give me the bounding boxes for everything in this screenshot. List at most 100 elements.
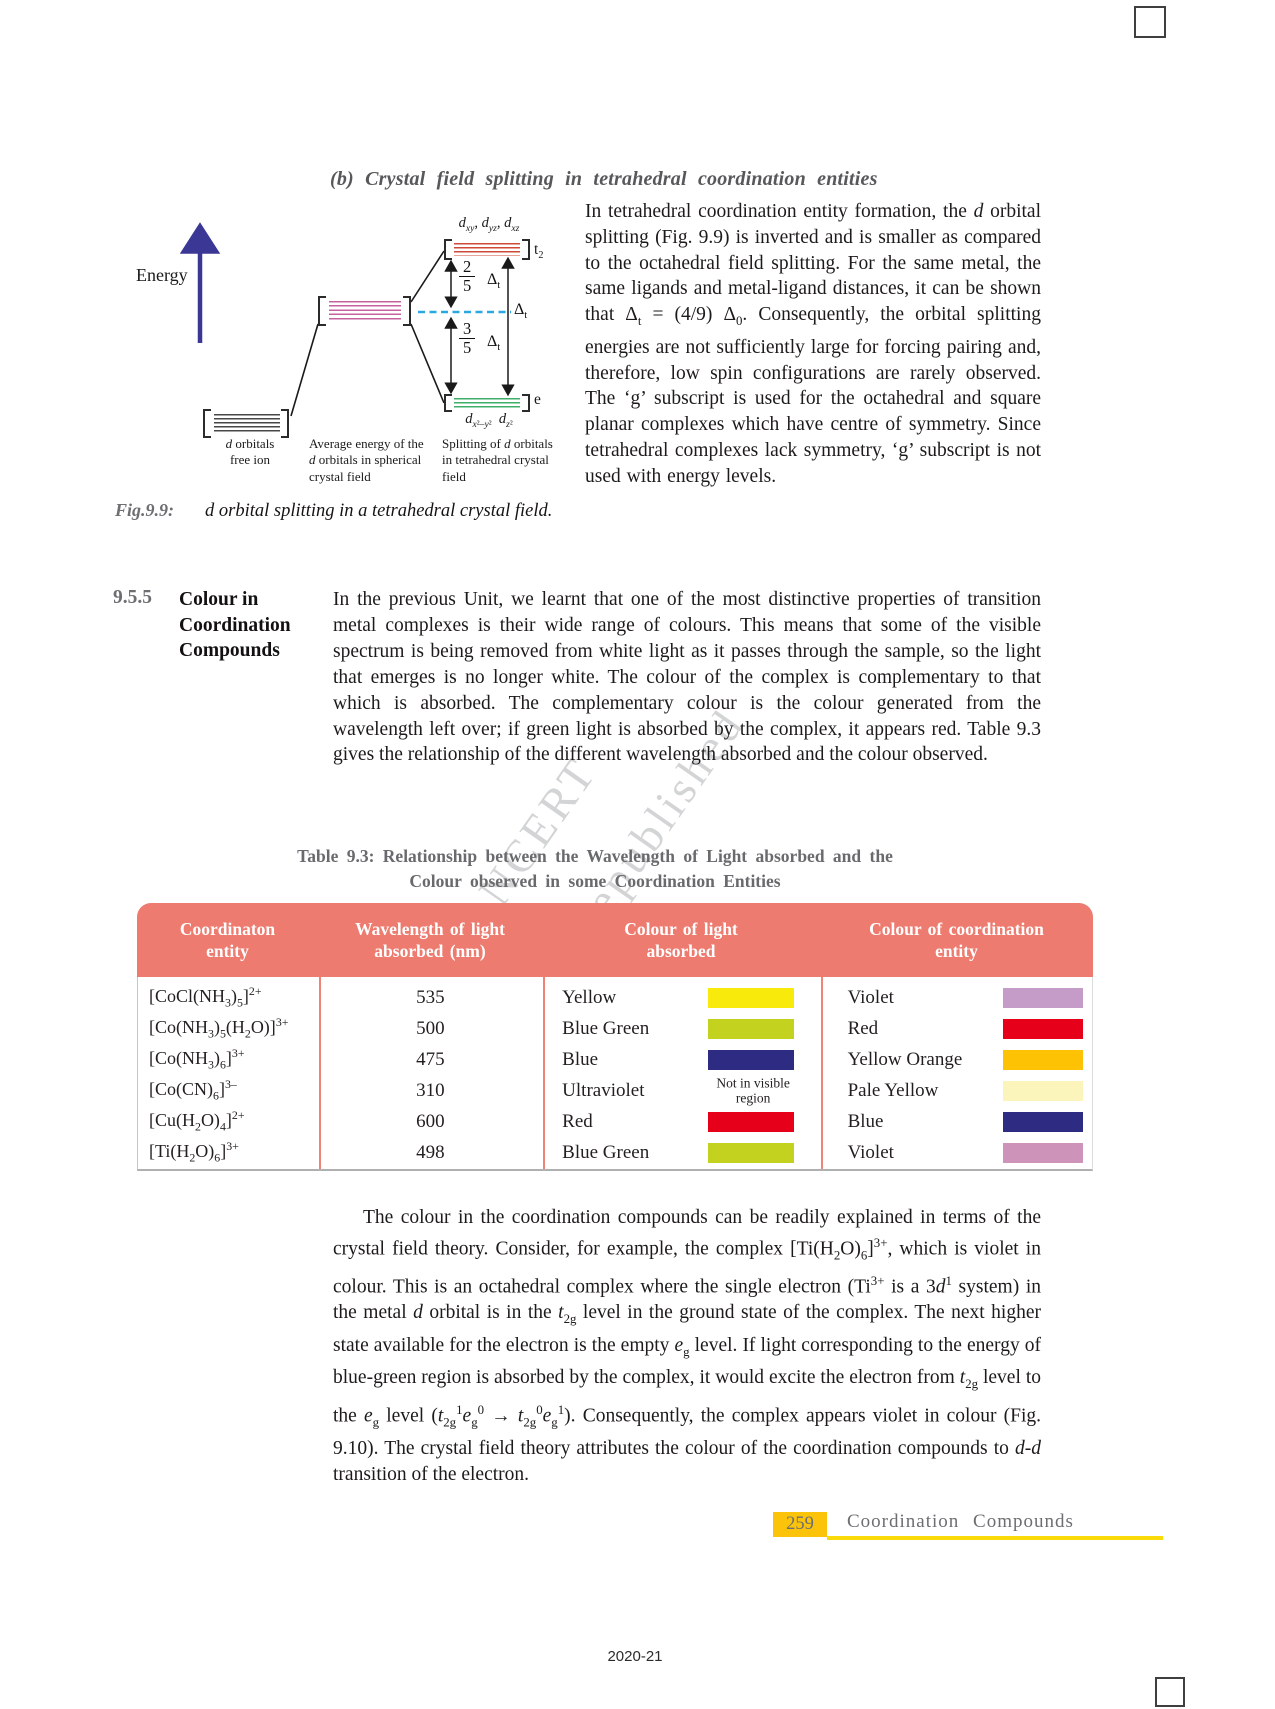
- entity-formula: [Ti(H2O)6]3+: [149, 1139, 239, 1165]
- crystal-field-colour-paragraph: The colour in the coordination compounds…: [333, 1207, 1042, 1485]
- free-ion-level: [214, 414, 280, 434]
- observed-colour-label: Blue: [847, 1110, 884, 1132]
- delta-t-label: Δt: [487, 271, 501, 292]
- free-ion-caption: d orbitals free ion: [225, 436, 275, 468]
- absorbed-colour-label: Yellow: [562, 986, 617, 1008]
- observed-colour-label: Yellow Orange: [847, 1048, 963, 1070]
- t2-level-tag: t2: [534, 241, 544, 262]
- bracket-icon: [444, 239, 452, 260]
- bracket-icon: [203, 409, 211, 438]
- bracket-icon: [522, 239, 530, 260]
- entity-formula: [Co(NH3)5(H2O)]3+: [149, 1015, 289, 1041]
- not-visible-note: Not in visible region: [716, 1075, 790, 1106]
- observed-colour-swatch: [1002, 1111, 1083, 1132]
- bracket-icon: [281, 409, 289, 438]
- observed-colour-swatch: [1002, 1142, 1083, 1163]
- figure-caption: Fig.9.9: d orbital splitting in a tetrah…: [115, 500, 585, 523]
- observed-colour-swatch: [1002, 1049, 1083, 1070]
- absorbed-colour-swatch: [708, 1142, 795, 1163]
- wavelength-value: 498: [416, 1141, 445, 1163]
- chapter-title: Coordination Compounds: [847, 1511, 1074, 1532]
- absorbed-colour-swatch: [708, 987, 795, 1008]
- t2-level: [454, 243, 520, 256]
- delta-t-label: Δt: [487, 333, 501, 354]
- subsection-heading: (b) Crystal field splitting in tetrahedr…: [330, 168, 878, 190]
- column-divider: [543, 977, 545, 1169]
- e-level-tag: e: [534, 391, 541, 408]
- e-level: [454, 398, 520, 408]
- page-number-badge: 259: [773, 1512, 827, 1537]
- col-header-colour-absorbed: Colour of light absorbed: [624, 919, 738, 961]
- absorbed-colour-label: Blue Green: [562, 1141, 650, 1163]
- absorbed-colour-swatch: [708, 1018, 795, 1039]
- table-row: [CoCl(NH3)5]2+ 535 Yellow Violet: [138, 982, 1092, 1013]
- spherical-field-level: [329, 301, 401, 322]
- section-title: Colour in Coordination Compounds: [179, 589, 291, 661]
- tetrahedral-splitting-paragraph: In tetrahedral coordination entity forma…: [585, 201, 1042, 487]
- absorbed-colour-label: Blue Green: [562, 1017, 650, 1039]
- wavelength-value: 500: [416, 1017, 445, 1039]
- wavelength-value: 310: [416, 1079, 445, 1101]
- table-row: [Ti(H2O)6]3+ 498 Blue Green Violet: [138, 1137, 1092, 1168]
- colour-intro-paragraph: In the previous Unit, we learnt that one…: [333, 589, 1041, 766]
- figure-caption-text: d orbital splitting in a tetrahedral cry…: [205, 501, 553, 521]
- lower-gap-fraction: 3 5: [459, 320, 476, 358]
- observed-colour-label: Violet: [847, 986, 894, 1008]
- observed-colour-swatch: [1002, 1080, 1083, 1101]
- spherical-field-caption: Average energy of the d orbitals in spher…: [309, 436, 424, 484]
- wavelength-value: 475: [416, 1048, 445, 1070]
- fraction-denominator: 5: [463, 338, 472, 358]
- table-title: Table 9.3: Relationship between the Wave…: [120, 844, 1070, 894]
- wavelength-value: 600: [416, 1110, 445, 1132]
- absorbed-colour-label: Red: [562, 1110, 593, 1132]
- bracket-icon: [522, 394, 530, 412]
- table-header-row: Coordinaton entity Wavelength of light abs…: [137, 903, 1093, 977]
- section-number: 9.5.5: [113, 587, 152, 608]
- table-row: [Cu(H2O)4]2+ 600 Red Blue: [138, 1106, 1092, 1137]
- column-divider: [319, 977, 321, 1169]
- entity-formula: [CoCl(NH3)5]2+: [149, 984, 262, 1010]
- absorbed-colour-swatch: [708, 1111, 795, 1132]
- figure-lines: [179, 222, 515, 417]
- fraction-numerator: 2: [459, 258, 476, 278]
- observed-colour-label: Red: [847, 1017, 879, 1039]
- tetrahedral-field-caption: Splitting of d orbitals in tetrahedral cr…: [442, 436, 553, 484]
- crop-mark-bottom-right: [1155, 1677, 1185, 1707]
- table-body: [CoCl(NH3)5]2+ 535 Yellow Violet [Co(NH3…: [137, 977, 1093, 1171]
- observed-colour-label: Violet: [847, 1141, 894, 1163]
- absorbed-colour-swatch: [708, 1049, 795, 1070]
- entity-formula: [Co(CN)6]3–: [149, 1077, 237, 1103]
- observed-colour-swatch: [1002, 1018, 1083, 1039]
- absorbed-colour-label: Blue: [562, 1048, 599, 1070]
- column-divider: [821, 977, 823, 1169]
- observed-colour-swatch: [1002, 987, 1083, 1008]
- wavelength-value: 535: [416, 986, 445, 1008]
- e-orbital-labels: dx²–y² dz²: [465, 411, 513, 430]
- energy-axis-label: Energy: [136, 265, 188, 285]
- upper-gap-fraction: 2 5: [459, 258, 476, 296]
- entity-formula: [Cu(H2O)4]2+: [149, 1108, 245, 1134]
- observed-colour-label: Pale Yellow: [847, 1079, 939, 1101]
- absorbed-colour-label: Ultraviolet: [562, 1079, 645, 1101]
- crop-mark-top-right: [1134, 6, 1166, 38]
- figure-caption-label: Fig.9.9:: [115, 500, 175, 520]
- bracket-icon: [444, 394, 452, 412]
- bracket-icon: [403, 296, 411, 326]
- table-row: [Co(NH3)6]3+ 475 Blue Yellow Orange: [138, 1044, 1092, 1075]
- t2-orbital-labels: dxy, dyz, dxz: [458, 215, 520, 234]
- year-mark: 2020-21: [607, 1648, 663, 1665]
- fraction-denominator: 5: [463, 276, 472, 296]
- table-title-line2: Colour observed in some Coordination Ent…: [409, 871, 781, 891]
- table-title-line1: Table 9.3: Relationship between the Wave…: [297, 846, 893, 866]
- col-header-wavelength: Wavelength of light absorbed (nm): [355, 919, 505, 961]
- table-row: [Co(CN)6]3– 310 Ultraviolet Not in visib…: [138, 1075, 1092, 1106]
- delta-t-total-label: Δt: [514, 301, 528, 322]
- col-header-entity: Coordinaton entity: [179, 919, 276, 961]
- fraction-numerator: 3: [459, 320, 476, 340]
- col-header-colour-entity: Colour of coordination entity: [869, 919, 1044, 961]
- entity-formula: [Co(NH3)6]3+: [149, 1046, 245, 1072]
- bracket-icon: [318, 296, 326, 326]
- table-9-3: Coordinaton entity Wavelength of light abs…: [137, 903, 1093, 1171]
- table-row: [Co(NH3)5(H2O)]3+ 500 Blue Green Red: [138, 1013, 1092, 1044]
